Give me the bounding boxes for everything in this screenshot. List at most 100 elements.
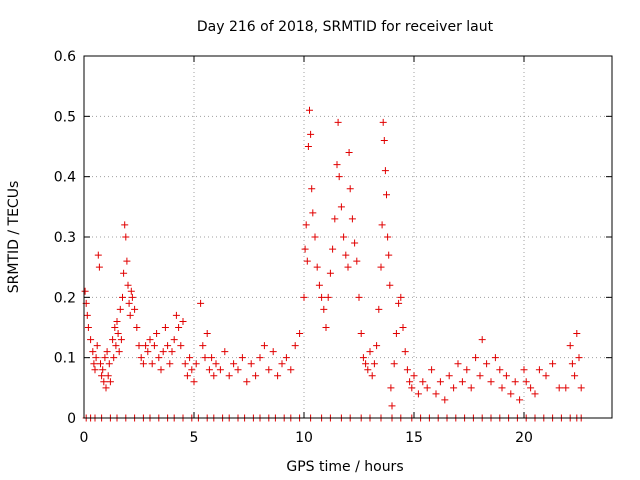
data-point (458, 378, 466, 386)
data-point (103, 348, 111, 356)
data-point (238, 354, 246, 362)
data-point (296, 330, 304, 338)
data-point (98, 372, 106, 380)
data-point (478, 336, 486, 344)
data-point (116, 305, 124, 313)
data-point (161, 324, 169, 331)
data-point (395, 299, 403, 307)
data-point (549, 360, 557, 368)
data-point (139, 360, 147, 368)
data-point (122, 233, 130, 241)
data-point (498, 384, 506, 392)
data-point (568, 360, 576, 368)
data-point (87, 336, 95, 344)
data-point (159, 348, 167, 356)
data-point (260, 342, 268, 350)
data-point (306, 106, 313, 114)
data-point (302, 221, 310, 229)
data-point (348, 215, 356, 223)
data-point (164, 342, 172, 350)
data-point (401, 348, 409, 356)
data-point (368, 372, 376, 380)
data-point (436, 378, 444, 386)
data-point (403, 366, 411, 374)
data-point (309, 209, 317, 217)
data-point (144, 348, 152, 356)
data-point (287, 366, 295, 374)
data-point (355, 293, 363, 301)
data-point (110, 354, 118, 362)
data-point (408, 384, 416, 392)
data-point (81, 287, 89, 295)
data-point (566, 342, 574, 350)
data-point (192, 360, 200, 368)
data-point (342, 251, 350, 259)
data-point (318, 293, 326, 301)
data-point (387, 384, 395, 392)
data-points (81, 106, 585, 422)
data-point (397, 293, 405, 301)
data-point (326, 269, 334, 277)
data-point (487, 378, 495, 386)
tick-labels: 0 0.1 0.2 0.3 0.4 0.5 0.6 0 5 10 15 20 (54, 49, 612, 446)
data-point (571, 372, 579, 380)
data-point (114, 330, 122, 338)
data-point (573, 330, 581, 338)
data-point (366, 348, 374, 356)
data-point (205, 366, 213, 374)
data-point (99, 366, 107, 374)
data-point (315, 281, 323, 289)
data-point (406, 378, 414, 386)
data-point (94, 251, 102, 259)
data-point (216, 366, 224, 374)
data-point (210, 372, 218, 380)
data-point (170, 336, 178, 344)
data-point (183, 372, 191, 380)
data-point (115, 348, 123, 356)
data-point (128, 293, 136, 301)
data-point (91, 366, 99, 374)
data-point (520, 366, 528, 374)
data-point (84, 324, 92, 331)
data-point (483, 360, 491, 368)
data-point (353, 257, 361, 265)
data-point (502, 372, 510, 380)
y-tick-label: 0.6 (54, 49, 76, 65)
data-point (385, 251, 393, 259)
data-point (168, 348, 176, 356)
data-point (335, 173, 343, 181)
data-point (334, 118, 342, 126)
data-point (230, 360, 238, 368)
y-tick-label: 0.4 (54, 170, 76, 186)
data-point (197, 299, 205, 307)
data-point (137, 354, 145, 362)
data-point (95, 263, 103, 271)
data-point (377, 263, 385, 271)
data-point (527, 384, 535, 392)
data-point (166, 360, 174, 368)
data-point (333, 161, 341, 169)
data-point (142, 342, 150, 350)
data-point (269, 348, 277, 356)
data-point (123, 257, 131, 265)
data-point (256, 354, 264, 362)
data-point (278, 360, 286, 368)
data-point (120, 269, 128, 277)
data-point (428, 366, 436, 374)
data-point (516, 396, 524, 404)
data-point (383, 191, 390, 199)
data-point (221, 348, 229, 356)
data-point (181, 360, 189, 368)
data-point (119, 293, 126, 301)
data-point (344, 263, 352, 271)
data-point (121, 221, 129, 229)
data-point (531, 390, 539, 398)
data-point (212, 360, 220, 368)
data-point (370, 360, 378, 368)
data-point (496, 366, 504, 374)
data-point (507, 390, 515, 398)
data-point (410, 372, 418, 380)
data-point (308, 185, 316, 193)
data-point (331, 215, 339, 223)
x-tick-label: 0 (80, 430, 89, 446)
